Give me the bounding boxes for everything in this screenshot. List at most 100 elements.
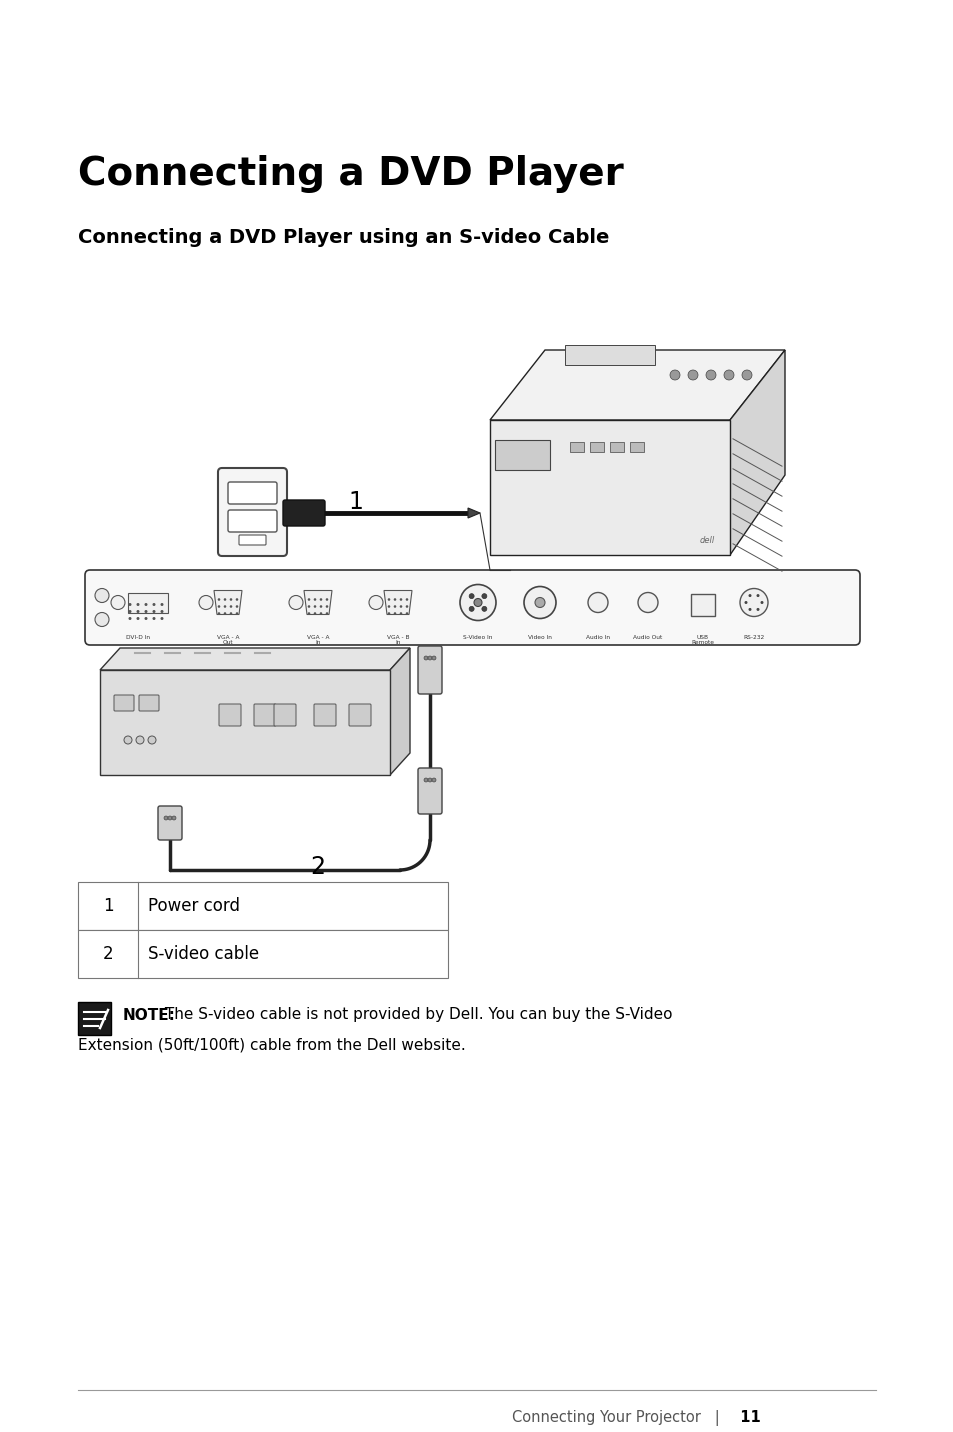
- Circle shape: [160, 617, 163, 620]
- Polygon shape: [490, 420, 729, 556]
- Text: Connecting a DVD Player using an S-video Cable: Connecting a DVD Player using an S-video…: [78, 228, 609, 246]
- Circle shape: [95, 613, 109, 627]
- FancyBboxPatch shape: [228, 510, 276, 533]
- Circle shape: [136, 617, 139, 620]
- Circle shape: [481, 594, 486, 599]
- FancyBboxPatch shape: [609, 442, 623, 453]
- FancyBboxPatch shape: [283, 500, 325, 526]
- Circle shape: [428, 656, 432, 660]
- Circle shape: [459, 584, 496, 620]
- Circle shape: [748, 594, 751, 597]
- Circle shape: [235, 599, 238, 601]
- Text: Video In: Video In: [528, 634, 552, 640]
- Circle shape: [144, 603, 148, 606]
- FancyBboxPatch shape: [690, 593, 714, 616]
- FancyBboxPatch shape: [569, 442, 583, 453]
- Circle shape: [638, 593, 658, 613]
- Circle shape: [748, 609, 751, 611]
- Text: VGA - B
In: VGA - B In: [386, 634, 409, 646]
- Circle shape: [152, 617, 155, 620]
- FancyBboxPatch shape: [158, 806, 182, 841]
- FancyBboxPatch shape: [349, 705, 371, 726]
- Circle shape: [314, 606, 316, 607]
- FancyBboxPatch shape: [589, 442, 603, 453]
- Circle shape: [469, 606, 474, 611]
- Circle shape: [129, 617, 132, 620]
- Polygon shape: [100, 649, 410, 670]
- Circle shape: [723, 369, 733, 379]
- Text: Power cord: Power cord: [148, 896, 240, 915]
- Circle shape: [230, 606, 233, 607]
- Circle shape: [394, 613, 395, 614]
- Circle shape: [136, 736, 144, 745]
- Polygon shape: [213, 590, 242, 614]
- Text: The S-video cable is not provided by Dell. You can buy the S-Video: The S-video cable is not provided by Del…: [160, 1008, 672, 1022]
- Circle shape: [160, 610, 163, 613]
- Circle shape: [481, 606, 486, 611]
- Circle shape: [314, 613, 316, 614]
- Circle shape: [136, 610, 139, 613]
- Circle shape: [469, 594, 474, 599]
- Circle shape: [319, 613, 322, 614]
- Polygon shape: [468, 508, 479, 518]
- Circle shape: [705, 369, 716, 379]
- Circle shape: [235, 613, 238, 614]
- Text: 2: 2: [310, 855, 325, 879]
- Circle shape: [756, 609, 759, 611]
- Circle shape: [230, 599, 233, 601]
- FancyBboxPatch shape: [78, 929, 448, 978]
- FancyBboxPatch shape: [417, 768, 441, 813]
- Circle shape: [423, 656, 428, 660]
- Circle shape: [325, 599, 328, 601]
- Circle shape: [405, 606, 408, 607]
- Circle shape: [111, 596, 125, 610]
- Circle shape: [289, 596, 303, 610]
- FancyBboxPatch shape: [417, 646, 441, 695]
- Circle shape: [144, 617, 148, 620]
- Circle shape: [587, 593, 607, 613]
- FancyBboxPatch shape: [239, 536, 266, 546]
- Polygon shape: [304, 590, 332, 614]
- FancyBboxPatch shape: [128, 593, 168, 613]
- Text: dell: dell: [699, 536, 714, 546]
- Circle shape: [432, 778, 436, 782]
- Circle shape: [223, 606, 226, 607]
- Circle shape: [741, 369, 751, 379]
- Circle shape: [124, 736, 132, 745]
- Circle shape: [387, 606, 390, 607]
- Circle shape: [325, 613, 328, 614]
- Text: DVI-D In: DVI-D In: [126, 634, 150, 640]
- Circle shape: [535, 597, 544, 607]
- Text: Connecting a DVD Player: Connecting a DVD Player: [78, 155, 623, 193]
- Circle shape: [523, 587, 556, 619]
- Circle shape: [199, 596, 213, 610]
- Circle shape: [148, 736, 156, 745]
- Circle shape: [669, 369, 679, 379]
- Circle shape: [399, 613, 402, 614]
- Circle shape: [95, 589, 109, 603]
- Circle shape: [405, 599, 408, 601]
- Text: VGA - A
Out: VGA - A Out: [216, 634, 239, 646]
- Text: Audio In: Audio In: [585, 634, 609, 640]
- Circle shape: [394, 606, 395, 607]
- Circle shape: [223, 599, 226, 601]
- Circle shape: [308, 613, 310, 614]
- Circle shape: [144, 610, 148, 613]
- Circle shape: [319, 606, 322, 607]
- Circle shape: [152, 610, 155, 613]
- Circle shape: [319, 599, 322, 601]
- Circle shape: [743, 601, 747, 604]
- Circle shape: [172, 816, 175, 821]
- Text: USB
Remote: USB Remote: [691, 634, 714, 646]
- FancyBboxPatch shape: [564, 345, 655, 365]
- Circle shape: [399, 606, 402, 607]
- Circle shape: [740, 589, 767, 617]
- FancyBboxPatch shape: [314, 705, 335, 726]
- Circle shape: [474, 599, 481, 607]
- Text: Audio Out: Audio Out: [633, 634, 662, 640]
- Text: Connecting Your Projector   |: Connecting Your Projector |: [512, 1411, 720, 1426]
- FancyBboxPatch shape: [78, 882, 448, 929]
- Circle shape: [325, 606, 328, 607]
- FancyBboxPatch shape: [253, 705, 275, 726]
- Text: RS-232: RS-232: [742, 634, 763, 640]
